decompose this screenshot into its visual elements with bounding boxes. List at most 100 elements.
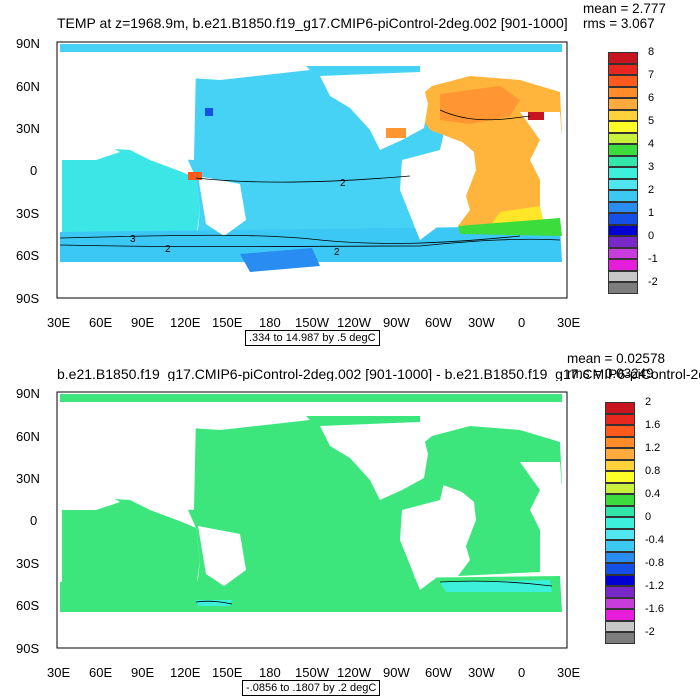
colorbar-label: 1.6 [645,419,661,431]
colorbar-swatch [608,121,638,133]
lon-label: 90E [131,315,155,330]
lon-label: 60E [89,665,113,680]
lat-label: 90S [16,641,40,656]
colorbar-swatch [608,167,638,179]
colorbar-swatch [608,178,638,190]
colorbar-label: 2 [645,396,652,408]
plot-frame [56,41,568,299]
map-plot [56,391,568,649]
colorbar-swatch [608,247,638,259]
colorbar-swatch [605,448,635,460]
colorbar-swatch [608,63,638,75]
colorbar-swatch [608,98,638,110]
lat-label: 90N [16,36,40,51]
colorbar-swatch [608,86,638,98]
lat-label: 60S [16,598,40,613]
lon-label: 150W [295,665,329,680]
gulf-mexico-warm [386,128,406,138]
colorbar-swatch [605,517,635,529]
colorbar-swatch [605,609,635,621]
colorbar-swatch [608,52,638,64]
south-atlantic-green [458,218,562,236]
land-africa-east [60,132,120,160]
lon-label: 60E [89,315,113,330]
lon-label: 30E [557,665,581,680]
colorbar-label: 4 [648,138,655,150]
north-atlantic-warmest [440,86,520,124]
lon-label: 120W [337,665,371,680]
contour-label: 2 [334,247,340,258]
mean-value: mean = 2.777 [583,1,666,16]
lon-label: 120E [170,315,201,330]
colorbar-label: 3 [648,161,655,173]
lat-label: 60N [16,79,40,94]
colorbar-swatch [605,528,635,540]
land-asia-north [190,410,310,430]
colorbar-swatch [608,213,638,225]
colorbar-label: 8 [648,46,655,58]
colorbar-swatch [605,505,635,517]
arctic-ocean [60,44,562,52]
mediterranean-hot [528,112,544,120]
lon-label: 120E [170,665,201,680]
land-australia [198,526,246,586]
colorbar-swatch [605,586,635,598]
rms-value: rms = 3.067 [583,16,655,31]
contour-line [195,175,411,183]
lon-label: 0 [518,665,526,680]
contour-label: 2 [165,244,171,255]
lon-label: 60W [425,665,452,680]
lon-label: 30E [47,315,71,330]
lat-label: 30S [16,206,40,221]
indian-ocean [62,498,200,588]
contour-line [439,580,553,587]
arctic-ocean [60,394,562,402]
contour-line [195,600,233,605]
plot-frame [56,391,568,649]
indian-ocean [62,148,200,238]
colorbar-swatch [605,471,635,483]
colorbar-swatch [605,402,635,414]
land-south-america [400,150,458,240]
colorbar-label: -0.8 [645,557,664,569]
colorbar-label: 2 [648,184,655,196]
colorbar-swatch [608,155,638,167]
colorbar [605,402,635,644]
colorbar-label: 1.2 [645,442,661,454]
lat-label: 30S [16,556,40,571]
colorbar [608,52,638,294]
lon-label: 90W [383,665,410,680]
colorbar-swatch [605,574,635,586]
lon-label: 0 [518,315,526,330]
colorbar-swatch [608,144,638,156]
panel-top: TEMP at z=1968.9m, b.e21.B1850.f19_g17.C… [16,1,666,347]
colorbar-label: -1.2 [645,580,664,592]
colorbar-swatch [605,436,635,448]
colorbar-swatch [608,270,638,282]
colorbar-label: 1 [648,207,655,219]
land-australia [198,176,246,236]
lat-label: 90S [16,291,40,306]
rms-value: rms = 0.03249 [567,366,654,381]
lon-label: 90W [383,315,410,330]
land-asia-north [190,60,310,80]
lon-label: 120W [337,315,371,330]
lon-label: 150E [212,315,243,330]
land-eurasia [86,414,196,510]
colorbar-swatch [608,75,638,87]
contour-range-box: -.0856 to .1807 by .2 degC [242,680,381,697]
contour-line [439,109,531,121]
colorbar-swatch [608,201,638,213]
colorbar-swatch [608,282,638,294]
lon-label: 60W [425,315,452,330]
land-eurasia [86,64,196,160]
colorbar-label: 0.4 [645,488,661,500]
lat-label: 90N [16,386,40,401]
lat-label: 60N [16,429,40,444]
lon-label: 30W [468,315,495,330]
lon-label: 30E [557,315,581,330]
lat-label: 0 [30,513,38,528]
lon-label: 90E [131,665,155,680]
colorbar-swatch [605,494,635,506]
contour-label: 2 [340,178,346,189]
